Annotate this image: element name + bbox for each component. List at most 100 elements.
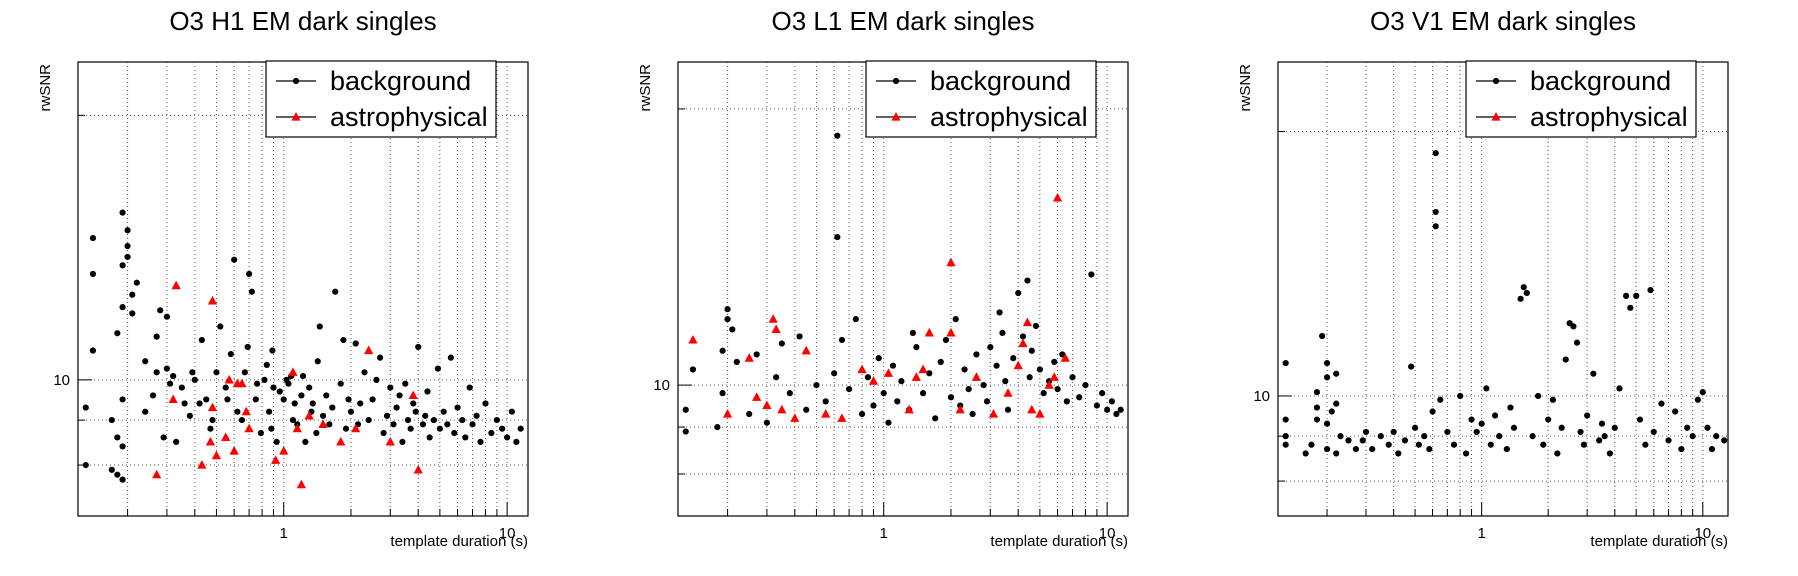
- data-point-background: [1076, 394, 1083, 401]
- data-point-background: [1647, 286, 1654, 294]
- data-point-background: [482, 400, 489, 407]
- data-point-background: [252, 396, 259, 403]
- data-point-astrophysical: [1060, 353, 1070, 362]
- data-point-background: [753, 351, 760, 358]
- data-point-background: [517, 425, 524, 432]
- data-point-astrophysical: [971, 372, 982, 381]
- data-point-astrophysical: [1013, 360, 1023, 370]
- data-point-background: [253, 380, 261, 387]
- data-point-background: [313, 429, 320, 437]
- data-point-background: [1678, 445, 1685, 453]
- data-point-background: [898, 378, 905, 385]
- data-point-background: [114, 330, 121, 337]
- data-point-background: [1699, 389, 1706, 396]
- data-point-astrophysical: [918, 364, 928, 374]
- data-point-background: [1002, 378, 1009, 385]
- data-point-background: [822, 398, 829, 405]
- data-point-background: [248, 288, 255, 295]
- data-point-background: [337, 380, 344, 387]
- data-point-background: [454, 404, 461, 411]
- data-point-background: [209, 416, 216, 424]
- x-tick-label: 10: [499, 525, 516, 542]
- data-point-background: [1545, 416, 1552, 423]
- data-point-background: [160, 434, 167, 441]
- data-point-background: [314, 358, 321, 365]
- data-point-background: [407, 425, 414, 432]
- panels-group: 1 10 10 O3 H1 EM dark singles template durat…: [37, 6, 1729, 550]
- data-point-background: [746, 410, 753, 418]
- axis-ticks: [1278, 131, 1704, 516]
- data-point-background: [273, 438, 280, 446]
- data-point-astrophysical: [152, 469, 162, 479]
- data-point-background: [838, 336, 846, 344]
- data-point-background: [1036, 366, 1043, 373]
- chart-title: O3 V1 EM dark singles: [1370, 6, 1636, 36]
- data-point-astrophysical: [292, 423, 302, 433]
- data-point-background: [1487, 441, 1494, 448]
- data-point-background: [149, 392, 157, 399]
- data-point-background: [1362, 428, 1370, 436]
- data-point-background: [393, 404, 400, 411]
- data-point-astrophysical: [777, 404, 787, 414]
- data-point-astrophysical: [408, 390, 418, 400]
- data-point-background: [133, 279, 140, 286]
- data-point-background: [447, 354, 454, 361]
- data-point-background: [231, 256, 238, 263]
- data-point-background: [1437, 396, 1444, 403]
- data-point-background: [153, 369, 160, 376]
- data-point-background: [469, 421, 476, 428]
- data-point-background: [1113, 410, 1120, 418]
- data-point-background: [1721, 437, 1728, 444]
- data-point-background: [1337, 433, 1344, 440]
- data-point-astrophysical: [771, 324, 781, 334]
- data-point-background: [1429, 408, 1436, 415]
- data-point-background: [796, 333, 803, 340]
- data-point-background: [1704, 424, 1711, 431]
- legend-marker-astrophysical: [1491, 112, 1501, 121]
- data-point-astrophysical: [768, 314, 778, 323]
- data-point-astrophysical: [351, 423, 361, 433]
- data-point-background: [119, 209, 126, 216]
- data-point-background: [1015, 289, 1022, 297]
- y-tick-label: 10: [653, 377, 670, 394]
- data-point-background: [332, 288, 339, 295]
- data-point-astrophysical: [271, 455, 281, 464]
- data-point-background: [196, 400, 203, 407]
- data-point-background: [1450, 441, 1458, 448]
- x-axis-label: template duration (s): [990, 533, 1128, 550]
- data-point-background: [831, 370, 838, 377]
- x-axis-label: template duration (s): [1590, 533, 1728, 550]
- data-point-background: [1432, 150, 1439, 157]
- data-point-background: [1650, 428, 1657, 436]
- data-point-astrophysical: [911, 372, 921, 381]
- data-point-background: [268, 425, 275, 432]
- data-point-background: [1510, 424, 1518, 431]
- data-point-background: [244, 343, 251, 351]
- data-point-background: [124, 227, 131, 234]
- data-point-background: [269, 347, 276, 354]
- data-point-background: [1601, 433, 1608, 440]
- x-tick-label: 10: [1694, 525, 1711, 542]
- data-point-background: [163, 365, 171, 372]
- data-point-background: [1590, 370, 1597, 377]
- data-point-background: [222, 384, 229, 391]
- data-point-background: [299, 372, 307, 380]
- data-point-background: [508, 408, 515, 415]
- data-point-background: [1584, 412, 1591, 419]
- legend-label-astrophysical: astrophysical: [930, 102, 1088, 132]
- series-astrophysical: [152, 280, 423, 489]
- data-point-background: [114, 471, 121, 478]
- x-tick-label: 1: [1477, 525, 1485, 542]
- data-point-background: [488, 429, 495, 437]
- data-point-background: [1323, 359, 1331, 367]
- data-point-background: [376, 354, 384, 361]
- data-point-background: [993, 362, 1000, 369]
- data-point-background: [1390, 428, 1397, 436]
- data-point-background: [786, 390, 793, 397]
- data-point-background: [1333, 450, 1340, 457]
- data-point-astrophysical: [207, 402, 218, 412]
- data-point-background: [682, 428, 689, 435]
- data-point-background: [1421, 433, 1428, 440]
- data-point-background: [1580, 441, 1588, 448]
- data-point-astrophysical: [946, 257, 956, 267]
